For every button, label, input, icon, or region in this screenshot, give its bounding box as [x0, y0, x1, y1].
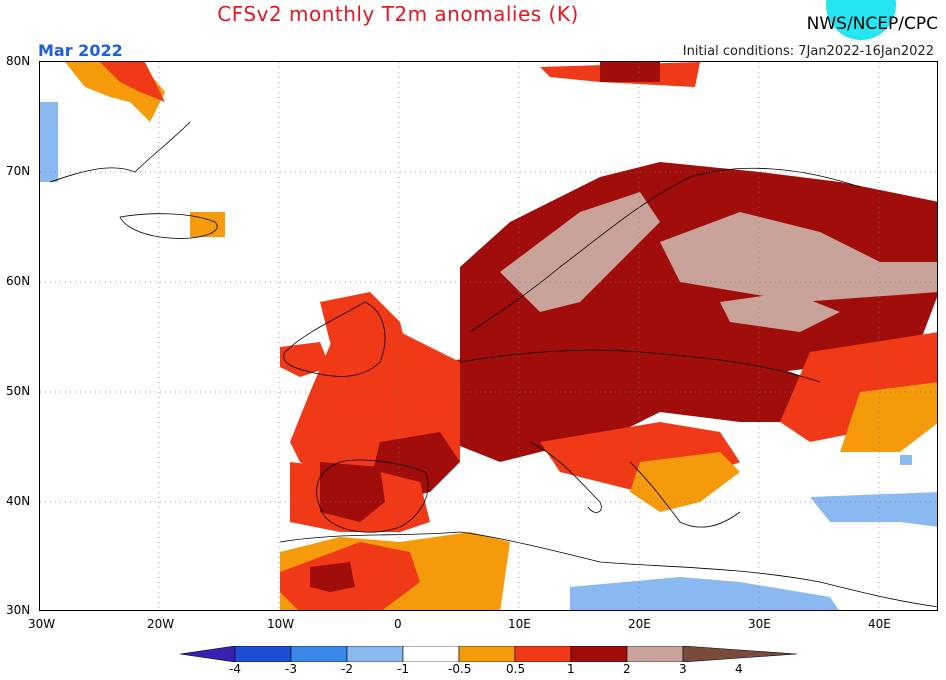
lat-label: 30N [6, 603, 31, 617]
colorbar-label: 3 [679, 662, 687, 676]
colorbar-label: -3 [285, 662, 297, 676]
lon-label: 20W [147, 617, 175, 631]
colorbar-label: 2 [623, 662, 631, 676]
lon-label: 40E [868, 617, 891, 631]
lon-label: 10E [508, 617, 531, 631]
graticule [40, 62, 937, 610]
chart-title: CFSv2 monthly T2m anomalies (K) [217, 2, 579, 26]
coastlines [49, 121, 937, 608]
agency-label: NWS/NCEP/CPC [806, 14, 938, 34]
colorbar-label: 0.5 [506, 662, 526, 676]
colorbar-label: -1 [397, 662, 409, 676]
anomaly-map [39, 61, 938, 611]
colorbar-label: -2 [341, 662, 353, 676]
map-svg [40, 62, 937, 610]
colorbar-label: -4 [229, 662, 241, 676]
lat-label: 80N [6, 54, 31, 68]
initial-conditions: Initial conditions: 7Jan2022-16Jan2022 [682, 44, 934, 59]
colorbar-label: 4 [735, 662, 743, 676]
anomaly-shading [40, 62, 937, 610]
lon-label: 30E [748, 617, 771, 631]
colorbar [180, 646, 798, 662]
lat-label: 70N [6, 164, 31, 178]
lat-label: 60N [6, 274, 31, 288]
lon-label: 10W [267, 617, 295, 631]
lon-label: 30W [28, 617, 56, 631]
lat-label: 50N [6, 384, 31, 398]
valid-month: Mar 2022 [38, 41, 123, 60]
lon-label: 20E [628, 617, 651, 631]
lat-label: 40N [6, 494, 31, 508]
lon-label: 0 [394, 617, 402, 631]
colorbar-label: 1 [567, 662, 575, 676]
colorbar-label: -0.5 [448, 662, 472, 676]
